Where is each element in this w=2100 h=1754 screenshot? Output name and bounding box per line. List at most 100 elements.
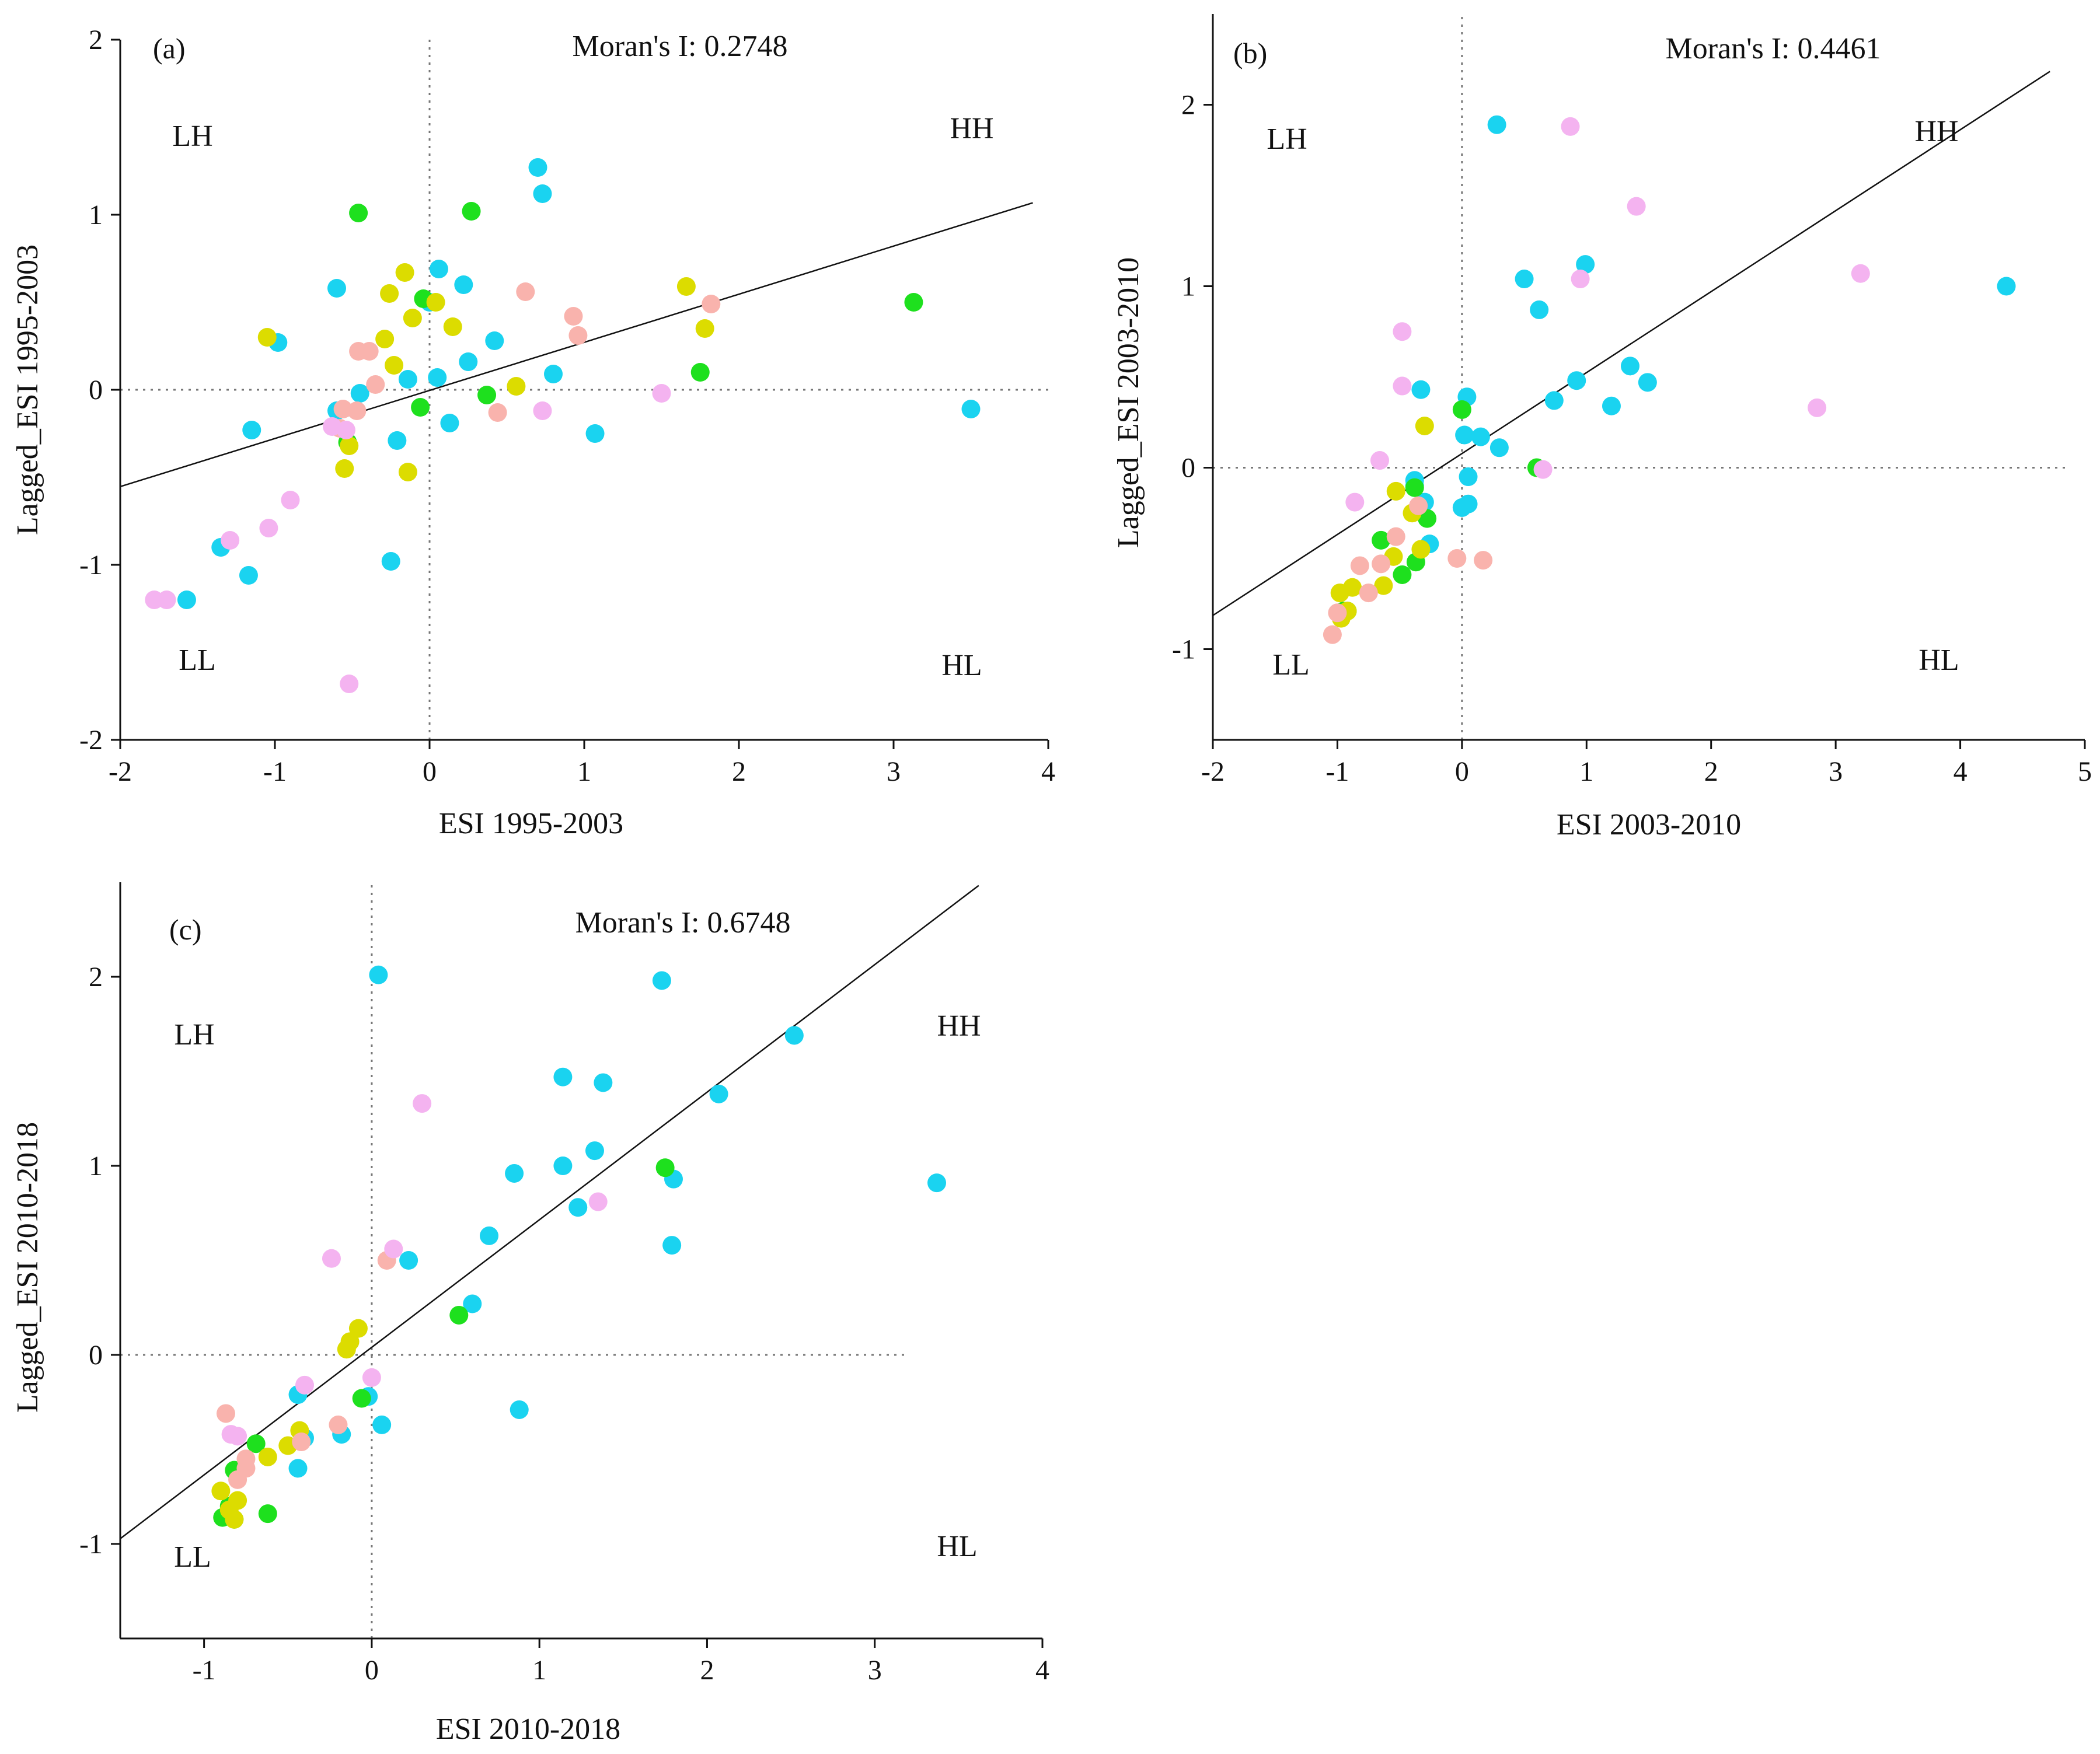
data-point-green — [449, 1305, 469, 1325]
data-point-blue — [1602, 396, 1621, 415]
quadrant-label-hl: HL — [1918, 644, 1959, 677]
quadrant-label-ll: LL — [174, 1540, 211, 1574]
data-point-salmon — [516, 282, 535, 301]
data-point-violet — [221, 531, 240, 550]
data-point-violet — [1627, 197, 1646, 216]
x-tick-label: 4 — [1954, 756, 1968, 787]
data-point-blue — [528, 158, 547, 177]
data-point-violet — [1808, 398, 1827, 417]
data-point-yellow — [426, 293, 445, 312]
y-tick-label: -1 — [79, 550, 103, 581]
data-point-blue — [505, 1163, 524, 1183]
data-point-blue — [480, 1226, 498, 1245]
data-points — [211, 965, 947, 1529]
data-point-blue — [662, 1236, 682, 1255]
x-tick-label: 5 — [2078, 756, 2092, 787]
data-point-blue — [1576, 255, 1595, 274]
data-point-green — [655, 1158, 675, 1178]
data-point-green — [246, 1434, 266, 1453]
quadrant-label-lh: LH — [174, 1018, 214, 1051]
data-point-blue — [429, 260, 448, 278]
data-point-blue — [428, 368, 447, 387]
data-point-blue — [594, 1073, 613, 1092]
x-tick-label: 3 — [887, 756, 901, 787]
data-point-salmon — [564, 307, 583, 326]
data-point-yellow — [340, 1332, 360, 1351]
data-point-salmon — [329, 1415, 348, 1434]
data-point-yellow — [375, 330, 395, 348]
y-axis-label: Lagged_ESI 1995-2003 — [11, 244, 44, 535]
data-point-blue — [1455, 425, 1474, 445]
y-tick-label: -1 — [79, 1529, 103, 1560]
y-tick-label: -2 — [79, 725, 103, 756]
data-point-blue — [1515, 270, 1534, 289]
data-point-salmon — [702, 295, 721, 313]
quadrant-label-hh: HH — [1914, 115, 1958, 148]
data-point-blue — [459, 352, 478, 371]
data-point-blue — [585, 424, 605, 443]
data-point-green — [352, 1389, 371, 1408]
data-point-yellow — [340, 436, 359, 455]
quadrant-label-ll: LL — [179, 644, 216, 677]
data-point-yellow — [1411, 540, 1431, 559]
reference-lines — [120, 882, 909, 1638]
data-point-blue — [369, 965, 388, 984]
y-tick-label: 2 — [1181, 90, 1195, 121]
data-point-blue — [399, 1251, 418, 1270]
morans-i-annotation: Moran's I: 0.2748 — [572, 30, 787, 63]
data-point-green — [1393, 565, 1412, 584]
y-tick-label: 2 — [89, 25, 103, 55]
data-point-violet — [295, 1375, 314, 1395]
data-point-green — [690, 363, 710, 382]
data-point-yellow — [695, 319, 714, 338]
data-point-salmon — [1350, 556, 1369, 575]
data-point-green — [1405, 478, 1424, 497]
regression-line — [1212, 71, 2050, 616]
data-point-blue — [1638, 373, 1657, 392]
regression-line-segment — [1212, 71, 2050, 616]
data-point-salmon — [488, 403, 507, 422]
axes: -1 0 1 2 3 4 -1 0 1 2 — [79, 882, 1049, 1686]
data-point-green — [411, 398, 430, 417]
data-point-yellow — [1330, 583, 1349, 603]
data-point-blue — [709, 1084, 728, 1103]
data-point-violet — [259, 519, 278, 537]
regression-line-segment — [120, 885, 979, 1539]
quadrant-label-lh: LH — [172, 120, 212, 153]
data-point-blue — [1487, 115, 1506, 134]
data-point-yellow — [676, 277, 696, 296]
data-point-violet — [322, 1249, 341, 1268]
data-point-yellow — [1415, 416, 1434, 435]
quadrant-label-ll: LL — [1272, 648, 1310, 682]
data-point-violet — [1393, 322, 1412, 341]
data-point-blue — [544, 365, 563, 383]
data-point-blue — [553, 1156, 573, 1175]
data-point-violet — [1561, 117, 1580, 136]
data-point-blue — [1411, 380, 1431, 399]
data-point-yellow — [398, 463, 417, 481]
data-point-yellow — [385, 356, 404, 375]
x-tick-label: -2 — [1201, 756, 1225, 787]
x-tick-label: 1 — [532, 1655, 546, 1686]
data-point-violet — [588, 1192, 608, 1211]
data-point-yellow — [1386, 481, 1405, 501]
data-point-salmon — [1447, 549, 1467, 568]
data-point-blue — [1530, 300, 1549, 319]
y-tick-label: 1 — [89, 200, 103, 230]
x-tick-label: 3 — [1829, 756, 1843, 787]
data-point-green — [349, 204, 368, 222]
data-point-yellow — [257, 328, 277, 347]
data-point-blue — [1459, 467, 1478, 487]
y-axis-label: Lagged_ESI 2010-2018 — [11, 1122, 44, 1413]
data-point-salmon — [216, 1404, 235, 1423]
data-point-violet — [281, 491, 300, 509]
data-point-blue — [784, 1026, 804, 1045]
data-point-blue — [440, 414, 459, 432]
data-point-blue — [372, 1415, 392, 1434]
panel-label: (a) — [153, 32, 186, 65]
x-tick-label: 2 — [732, 756, 746, 787]
data-point-salmon — [333, 400, 353, 418]
x-axis-label: ESI 2010-2018 — [436, 1713, 620, 1746]
data-point-salmon — [1409, 496, 1428, 515]
x-tick-label: 4 — [1035, 1655, 1049, 1686]
